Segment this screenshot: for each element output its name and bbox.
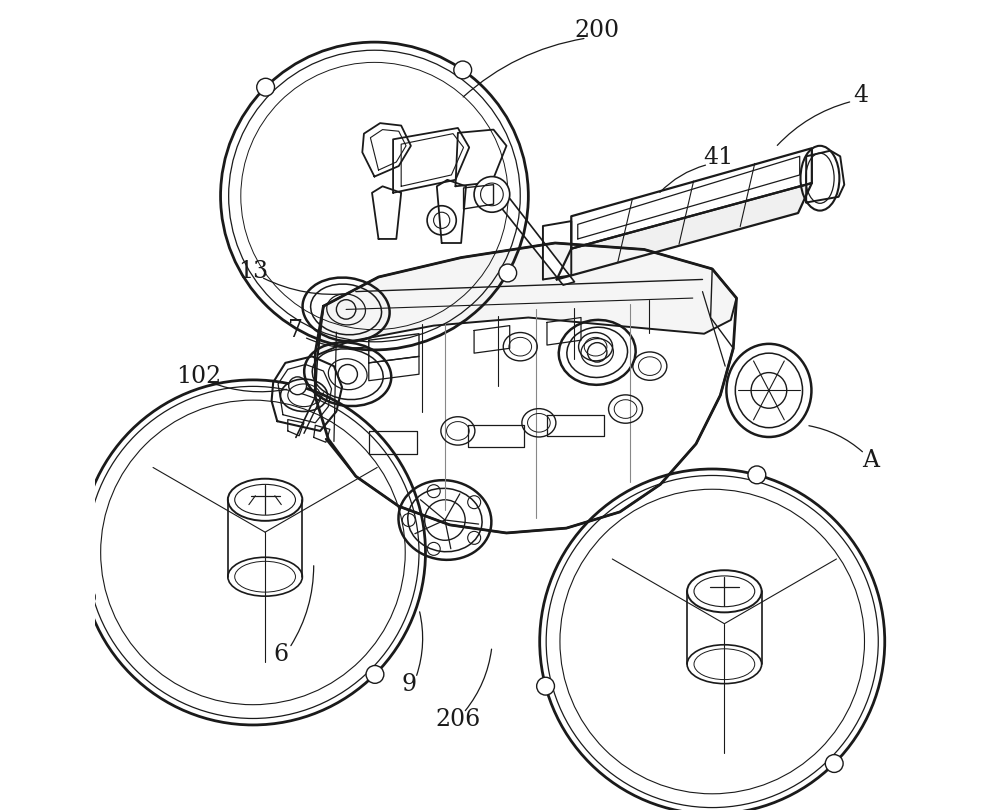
Polygon shape xyxy=(393,128,469,193)
Circle shape xyxy=(289,377,307,394)
Text: 4: 4 xyxy=(853,84,868,107)
Polygon shape xyxy=(318,243,737,355)
Polygon shape xyxy=(314,425,330,442)
Circle shape xyxy=(366,666,384,684)
Text: 13: 13 xyxy=(238,260,268,283)
Text: 200: 200 xyxy=(575,19,620,42)
Polygon shape xyxy=(455,130,506,186)
Polygon shape xyxy=(272,356,342,431)
Polygon shape xyxy=(571,148,812,249)
Circle shape xyxy=(825,755,843,773)
Polygon shape xyxy=(372,186,401,239)
Circle shape xyxy=(537,677,554,695)
Text: 9: 9 xyxy=(402,673,417,696)
Polygon shape xyxy=(315,243,737,533)
Circle shape xyxy=(454,61,472,79)
Polygon shape xyxy=(362,123,411,177)
Polygon shape xyxy=(437,180,466,243)
Circle shape xyxy=(748,466,766,484)
Text: 206: 206 xyxy=(435,708,481,731)
Polygon shape xyxy=(492,191,575,285)
Polygon shape xyxy=(547,318,581,345)
Polygon shape xyxy=(543,221,571,279)
Circle shape xyxy=(499,264,517,282)
Circle shape xyxy=(77,588,95,606)
Polygon shape xyxy=(806,151,844,202)
Text: A: A xyxy=(862,449,879,471)
Polygon shape xyxy=(557,183,812,279)
Circle shape xyxy=(257,79,275,96)
Polygon shape xyxy=(369,334,419,363)
Polygon shape xyxy=(288,420,304,436)
Text: 7: 7 xyxy=(288,319,303,342)
Text: 41: 41 xyxy=(704,147,734,169)
Polygon shape xyxy=(474,326,510,353)
Text: 6: 6 xyxy=(274,643,289,666)
Text: 102: 102 xyxy=(176,365,221,388)
Circle shape xyxy=(474,177,510,212)
